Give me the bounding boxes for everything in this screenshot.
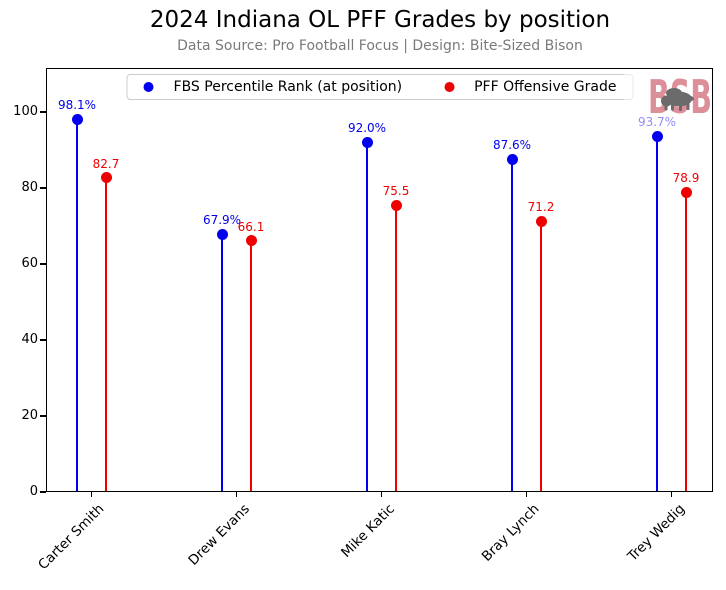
x-tick-label: Mike Katic: [337, 501, 398, 561]
y-tick-mark: [40, 339, 46, 341]
x-tick-mark: [235, 492, 238, 497]
y-tick-label: 100: [13, 104, 38, 120]
x-tick-mark: [380, 492, 383, 497]
x-tick-label: Bray Lynch: [479, 501, 543, 565]
value-label: 75.5: [382, 184, 410, 199]
legend-label-fbs-percentile: FBS Percentile Rank (at position): [173, 79, 403, 95]
plot-area: [46, 68, 713, 492]
bite-sized-bison-watermark: BSB: [624, 74, 712, 128]
value-label: 78.9: [672, 171, 700, 186]
data-point-marker: [535, 215, 547, 227]
data-point-marker: [651, 130, 663, 142]
stem-grade: [539, 221, 543, 491]
y-tick-mark: [40, 415, 46, 417]
x-tick-mark: [670, 492, 673, 497]
legend-marker-blue-dot-icon: [143, 82, 154, 92]
y-tick-mark: [40, 491, 46, 493]
value-label: 71.2: [527, 200, 555, 215]
value-label: 82.7: [92, 156, 120, 171]
stem-percentile: [220, 234, 224, 491]
y-tick-mark: [40, 187, 46, 189]
chart-subtitle: Data Source: Pro Football Focus | Design…: [177, 38, 583, 54]
data-point-marker: [100, 172, 112, 184]
value-label: 92.0%: [347, 121, 387, 136]
y-tick-mark: [40, 111, 46, 113]
x-tick-mark: [90, 492, 93, 497]
y-tick-mark: [40, 263, 46, 265]
y-tick-label: 0: [29, 484, 38, 499]
y-tick-label: 60: [21, 256, 38, 272]
legend: FBS Percentile Rank (at position) PFF Of…: [126, 74, 634, 100]
data-point-marker: [361, 136, 373, 148]
data-point-marker: [216, 228, 228, 240]
stem-grade: [394, 205, 398, 491]
stem-percentile: [365, 142, 369, 491]
value-label: 87.6%: [492, 138, 532, 153]
stem-percentile: [510, 159, 514, 491]
value-label: 66.1: [237, 219, 265, 234]
x-tick-mark: [525, 492, 528, 497]
y-tick-label: 80: [21, 180, 38, 196]
y-tick-label: 20: [21, 408, 38, 423]
legend-item-pff-grade: PFF Offensive Grade: [444, 79, 616, 95]
stem-grade: [684, 192, 688, 491]
value-label: 67.9%: [202, 213, 242, 228]
x-tick-label: Trey Wedig: [624, 501, 688, 565]
x-tick-label: Carter Smith: [35, 501, 108, 574]
stem-percentile: [75, 119, 79, 491]
legend-item-fbs-percentile: FBS Percentile Rank (at position): [143, 79, 403, 95]
stem-percentile: [655, 136, 659, 491]
chart-title: 2024 Indiana OL PFF Grades by position: [149, 7, 611, 33]
stem-grade: [104, 177, 108, 491]
stem-grade: [249, 240, 253, 491]
y-tick-label: 40: [21, 332, 38, 348]
data-point-marker: [245, 235, 257, 247]
legend-marker-red-dot-icon: [444, 82, 455, 92]
data-point-marker: [71, 113, 83, 125]
bison-icon: [661, 88, 694, 111]
value-label: 98.1%: [57, 98, 97, 113]
data-point-marker: [680, 186, 692, 198]
data-point-marker: [390, 199, 402, 211]
legend-label-pff-grade: PFF Offensive Grade: [474, 79, 617, 95]
data-point-marker: [506, 153, 518, 165]
x-tick-label: Drew Evans: [185, 501, 253, 569]
